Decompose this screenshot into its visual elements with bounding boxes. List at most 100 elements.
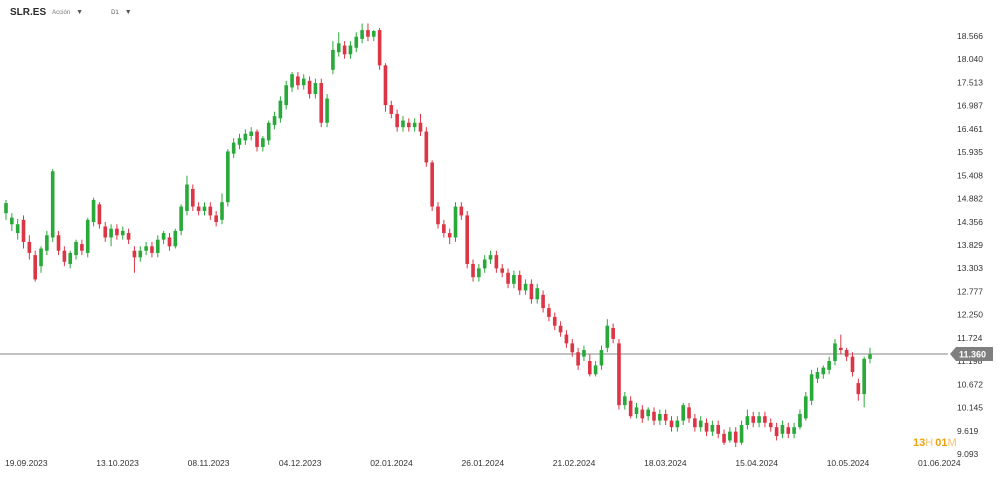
candle[interactable]: [477, 263, 481, 282]
candle[interactable]: [115, 224, 119, 240]
candle[interactable]: [617, 338, 621, 410]
candle[interactable]: [354, 32, 359, 53]
candle[interactable]: [862, 356, 866, 408]
candle[interactable]: [331, 41, 335, 75]
candle[interactable]: [266, 120, 271, 145]
candle[interactable]: [774, 422, 779, 441]
candle[interactable]: [839, 334, 843, 355]
candle[interactable]: [68, 250, 73, 269]
candle[interactable]: [307, 76, 312, 99]
candle[interactable]: [844, 347, 849, 362]
candle[interactable]: [827, 356, 831, 375]
candle[interactable]: [325, 94, 329, 128]
candle[interactable]: [74, 239, 78, 260]
candle[interactable]: [821, 365, 826, 379]
candle[interactable]: [231, 138, 236, 159]
candle[interactable]: [371, 30, 376, 42]
candle[interactable]: [85, 217, 90, 258]
candle[interactable]: [453, 202, 458, 242]
candle[interactable]: [39, 246, 43, 273]
candle[interactable]: [728, 427, 732, 443]
candle[interactable]: [436, 202, 440, 229]
candle[interactable]: [611, 323, 615, 344]
candle[interactable]: [208, 202, 213, 220]
candle[interactable]: [716, 420, 721, 439]
candle[interactable]: [663, 409, 668, 426]
candle[interactable]: [698, 416, 703, 432]
candle[interactable]: [722, 429, 726, 445]
candle[interactable]: [693, 413, 697, 432]
candle[interactable]: [628, 396, 633, 419]
candle[interactable]: [383, 63, 388, 112]
candle[interactable]: [792, 422, 796, 439]
candle[interactable]: [430, 160, 434, 212]
candle[interactable]: [669, 416, 674, 432]
candle[interactable]: [336, 32, 341, 57]
candle[interactable]: [155, 235, 160, 258]
candle[interactable]: [605, 319, 610, 353]
candle[interactable]: [768, 418, 773, 432]
candle[interactable]: [757, 411, 761, 428]
candle[interactable]: [652, 407, 656, 426]
candle[interactable]: [564, 330, 569, 348]
candle[interactable]: [120, 226, 125, 240]
candle[interactable]: [161, 230, 166, 245]
candle[interactable]: [45, 230, 49, 256]
candle[interactable]: [541, 290, 545, 313]
candle[interactable]: [109, 224, 113, 247]
candle[interactable]: [272, 111, 277, 130]
candle[interactable]: [745, 409, 750, 430]
candle[interactable]: [465, 211, 469, 269]
candle[interactable]: [459, 202, 464, 220]
candle[interactable]: [173, 228, 178, 249]
candle[interactable]: [62, 246, 67, 267]
candle[interactable]: [389, 100, 394, 119]
candle[interactable]: [856, 378, 861, 401]
candle[interactable]: [733, 427, 738, 448]
candle[interactable]: [395, 109, 399, 132]
caret-down-icon[interactable]: ▼: [76, 9, 84, 16]
candle[interactable]: [640, 405, 645, 423]
candle[interactable]: [523, 279, 528, 295]
candle[interactable]: [91, 197, 96, 227]
candle[interactable]: [570, 338, 575, 357]
candle[interactable]: [191, 184, 195, 212]
candle[interactable]: [512, 270, 516, 289]
candle[interactable]: [10, 213, 14, 231]
candle[interactable]: [447, 228, 452, 245]
candle[interactable]: [809, 369, 814, 406]
candle[interactable]: [196, 202, 201, 216]
candle[interactable]: [418, 113, 423, 136]
candle[interactable]: [623, 391, 627, 410]
candle[interactable]: [494, 250, 499, 273]
candle[interactable]: [278, 96, 283, 123]
candle[interactable]: [582, 345, 586, 362]
candle[interactable]: [377, 27, 382, 70]
candle[interactable]: [214, 211, 218, 227]
candle[interactable]: [482, 255, 487, 273]
timeframe-caret-down-icon[interactable]: ▼: [124, 9, 132, 16]
candle[interactable]: [97, 202, 102, 229]
candle[interactable]: [150, 241, 154, 258]
candle[interactable]: [471, 259, 475, 282]
candle[interactable]: [506, 268, 510, 289]
candle[interactable]: [202, 202, 207, 216]
candle[interactable]: [249, 127, 253, 141]
candle[interactable]: [803, 391, 808, 421]
candle[interactable]: [167, 233, 172, 251]
candle[interactable]: [56, 230, 61, 256]
candle[interactable]: [179, 204, 183, 236]
candle[interactable]: [687, 402, 691, 423]
candle[interactable]: [313, 78, 318, 99]
candle[interactable]: [296, 72, 300, 90]
candle[interactable]: [360, 23, 364, 44]
candle[interactable]: [763, 411, 767, 428]
candle[interactable]: [500, 263, 505, 278]
candle[interactable]: [488, 250, 493, 264]
candle[interactable]: [103, 222, 108, 242]
candle[interactable]: [50, 169, 55, 242]
candle[interactable]: [535, 283, 540, 304]
candle[interactable]: [401, 116, 405, 132]
candle[interactable]: [675, 416, 680, 432]
